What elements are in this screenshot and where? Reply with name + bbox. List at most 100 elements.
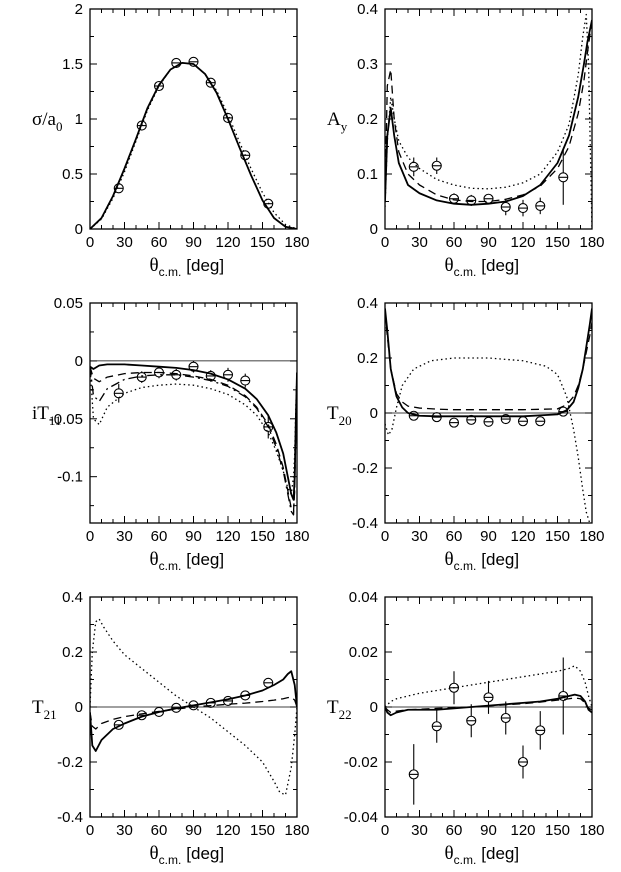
y-tick-label-0p4: 0.4 bbox=[357, 1, 378, 18]
x-tick-label-120: 120 bbox=[215, 528, 240, 545]
y-tick-label-0p5: 0.5 bbox=[62, 166, 83, 183]
y-tick-label-0p05: 0.05 bbox=[54, 295, 83, 312]
y-axis-label-main: σ/a bbox=[32, 109, 57, 130]
y-tick-label-1: 1 bbox=[75, 111, 83, 128]
series-line-solid bbox=[385, 693, 592, 717]
y-tick-label-1p5: 1.5 bbox=[62, 56, 83, 73]
x-tick-label-120: 120 bbox=[510, 234, 535, 251]
data-points bbox=[408, 406, 569, 428]
x-axis-label-unit: [deg] bbox=[481, 550, 519, 569]
x-tick-label-60: 60 bbox=[151, 822, 168, 839]
y-axis-label: T22 bbox=[327, 697, 352, 722]
series-line-dashed bbox=[90, 696, 297, 730]
y-tick-label-0: 0 bbox=[75, 353, 83, 370]
series-line-dotted bbox=[90, 366, 297, 495]
x-tick-label-0: 0 bbox=[86, 234, 94, 251]
x-tick-label-0: 0 bbox=[381, 234, 389, 251]
x-axis-label-sub: c.m. bbox=[454, 853, 477, 867]
x-tick-label-90: 90 bbox=[480, 234, 497, 251]
y-tick-label-m0p2: -0.2 bbox=[352, 460, 378, 477]
x-tick-label-60: 60 bbox=[446, 822, 463, 839]
y-tick-label-m0p05: -0.05 bbox=[49, 411, 83, 428]
y-tick-label-0p02: 0.02 bbox=[349, 644, 378, 661]
y-axis-label: iT11 bbox=[32, 403, 61, 428]
x-axis-label-sub: c.m. bbox=[159, 853, 182, 867]
y-tick-label-0p4: 0.4 bbox=[357, 295, 378, 312]
x-axis-label-symbol: θ bbox=[445, 843, 454, 864]
y-axis-label: T20 bbox=[327, 403, 352, 428]
y-tick-label-m0p4: -0.4 bbox=[57, 809, 83, 826]
series-line-dashed bbox=[385, 19, 592, 203]
series-line-dashed bbox=[385, 697, 592, 714]
y-axis-label-main: T bbox=[32, 697, 44, 718]
x-tick-label-120: 120 bbox=[510, 528, 535, 545]
data-points bbox=[408, 657, 569, 805]
x-axis-label-unit: [deg] bbox=[186, 256, 224, 275]
y-tick-label-0: 0 bbox=[75, 699, 83, 716]
series-group bbox=[385, 13, 592, 229]
x-tick-label-60: 60 bbox=[151, 528, 168, 545]
y-tick-label-0: 0 bbox=[75, 221, 83, 238]
x-tick-label-180: 180 bbox=[579, 234, 604, 251]
series-line-dotted bbox=[385, 665, 592, 708]
data-points bbox=[113, 677, 274, 730]
series-line-dotted bbox=[90, 618, 297, 796]
x-axis-label-symbol: θ bbox=[445, 255, 454, 276]
y-tick-label-0p2: 0.2 bbox=[357, 350, 378, 367]
x-tick-label-30: 30 bbox=[411, 528, 428, 545]
x-axis-label-unit: [deg] bbox=[481, 844, 519, 863]
y-axis-label-sub: 20 bbox=[339, 413, 352, 428]
series-line-dashed bbox=[90, 62, 297, 229]
panel-5: 0 30 60 90 120 150 180 0.4 0.2 0 -0.2 -0.4 T21 θc.m. [… bbox=[32, 589, 310, 867]
y-axis-label-main: A bbox=[327, 109, 341, 130]
x-tick-label-0: 0 bbox=[86, 528, 94, 545]
x-axis-label-unit: [deg] bbox=[186, 844, 224, 863]
x-tick-label-180: 180 bbox=[284, 528, 309, 545]
y-tick-label-0p2: 0.2 bbox=[357, 111, 378, 128]
series-line-solid bbox=[90, 363, 297, 501]
series-line-dotted bbox=[385, 13, 592, 229]
y-axis-label-sub: 11 bbox=[49, 413, 62, 428]
y-axis-label: T21 bbox=[32, 697, 57, 722]
x-axis-label: θc.m. [deg] bbox=[445, 255, 520, 279]
series-line-dashed bbox=[385, 313, 592, 411]
x-tick-label-0: 0 bbox=[381, 528, 389, 545]
y-tick-label-m0p02: -0.02 bbox=[344, 754, 378, 771]
y-tick-label-0p1: 0.1 bbox=[357, 166, 378, 183]
x-tick-label-90: 90 bbox=[185, 822, 202, 839]
x-tick-label-90: 90 bbox=[480, 822, 497, 839]
series-line-solid bbox=[385, 308, 592, 418]
y-tick-label-2: 2 bbox=[75, 1, 83, 18]
x-axis-label: θc.m. [deg] bbox=[150, 549, 225, 573]
x-tick-label-30: 30 bbox=[411, 822, 428, 839]
x-tick-label-0: 0 bbox=[381, 822, 389, 839]
plot-frame bbox=[384, 8, 593, 230]
x-axis-label: θc.m. [deg] bbox=[150, 255, 225, 279]
y-axis-label-sub: 21 bbox=[44, 707, 57, 722]
x-tick-label-120: 120 bbox=[510, 822, 535, 839]
y-axis-label-sub: y bbox=[341, 119, 348, 134]
x-axis-label-sub: c.m. bbox=[159, 559, 182, 573]
panel-4: 0 30 60 90 120 150 180 0.4 0.2 0 -0.2 -0.4 T20 θc.m. [… bbox=[327, 295, 605, 573]
x-tick-label-180: 180 bbox=[284, 822, 309, 839]
x-tick-label-150: 150 bbox=[545, 822, 570, 839]
x-tick-label-30: 30 bbox=[411, 234, 428, 251]
x-tick-label-60: 60 bbox=[446, 528, 463, 545]
series-group bbox=[90, 62, 297, 229]
x-axis-label-unit: [deg] bbox=[481, 256, 519, 275]
x-axis-label-symbol: θ bbox=[150, 255, 159, 276]
series-line-dotted bbox=[385, 357, 591, 523]
data-points bbox=[408, 149, 569, 217]
series-line-dotted bbox=[90, 62, 297, 229]
x-tick-label-150: 150 bbox=[250, 822, 275, 839]
y-axis-label-main: T bbox=[327, 403, 339, 424]
x-axis-label-sub: c.m. bbox=[454, 265, 477, 279]
y-tick-label-0p3: 0.3 bbox=[357, 56, 378, 73]
x-tick-label-150: 150 bbox=[545, 234, 570, 251]
x-tick-label-0: 0 bbox=[86, 822, 94, 839]
y-axis-label-main: T bbox=[327, 697, 339, 718]
y-tick-label-m0p2: -0.2 bbox=[57, 754, 83, 771]
plot-frame bbox=[89, 8, 298, 230]
